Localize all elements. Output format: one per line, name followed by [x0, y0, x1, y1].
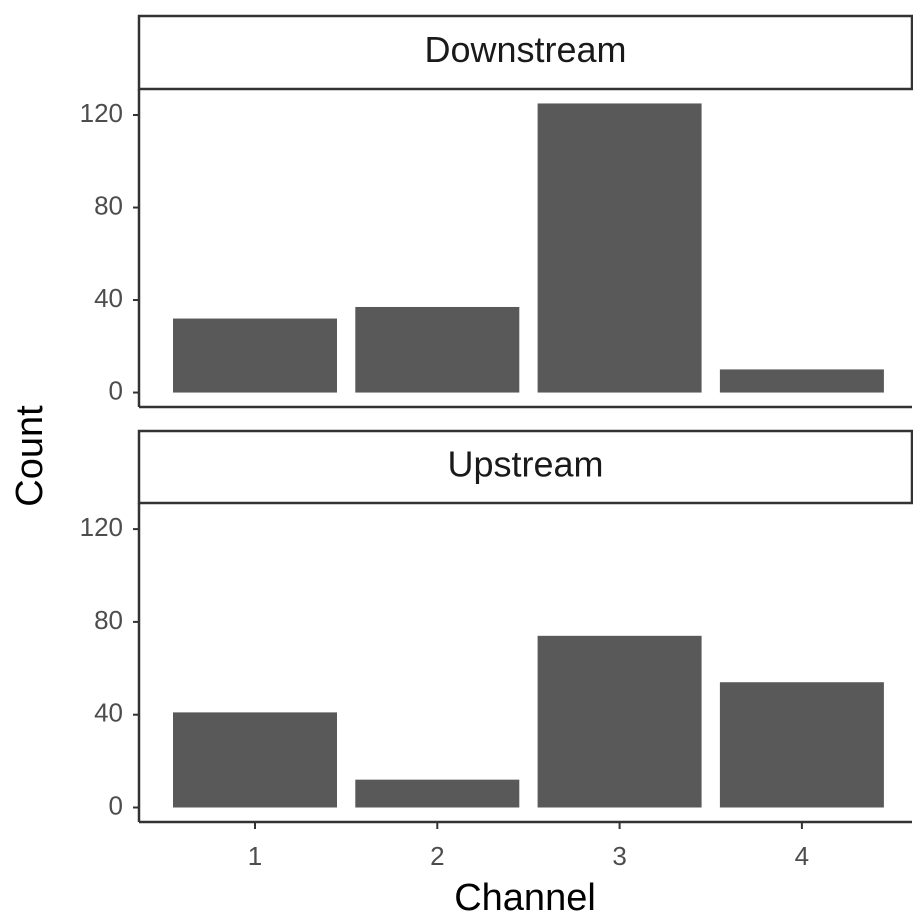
bar: [537, 103, 702, 393]
bar: [719, 682, 884, 808]
x-tick-label: 3: [612, 841, 626, 871]
y-tick-label: 40: [94, 283, 123, 313]
bar: [173, 712, 337, 808]
y-tick-label: 80: [94, 190, 123, 220]
y-tick-label: 40: [94, 698, 123, 728]
strip-box: [137, 14, 913, 91]
y-tick-label: 0: [109, 790, 123, 820]
bar: [355, 306, 520, 393]
x-tick-label: 4: [795, 841, 809, 871]
strip-title: Upstream: [447, 444, 603, 485]
strip-box: [137, 429, 913, 505]
y-tick-label: 0: [109, 375, 123, 405]
y-axis-label: Count: [9, 405, 51, 507]
x-tick-label: 2: [430, 841, 444, 871]
bar: [355, 779, 520, 808]
bar: [173, 318, 337, 393]
y-tick-label: 120: [80, 512, 123, 542]
bar: [719, 369, 884, 393]
bar: [537, 635, 702, 808]
x-tick-label: 1: [248, 841, 262, 871]
x-axis-label: Channel: [454, 877, 596, 919]
y-tick-label: 120: [80, 98, 123, 128]
strip-title: Downstream: [424, 29, 626, 70]
y-tick-label: 80: [94, 605, 123, 635]
